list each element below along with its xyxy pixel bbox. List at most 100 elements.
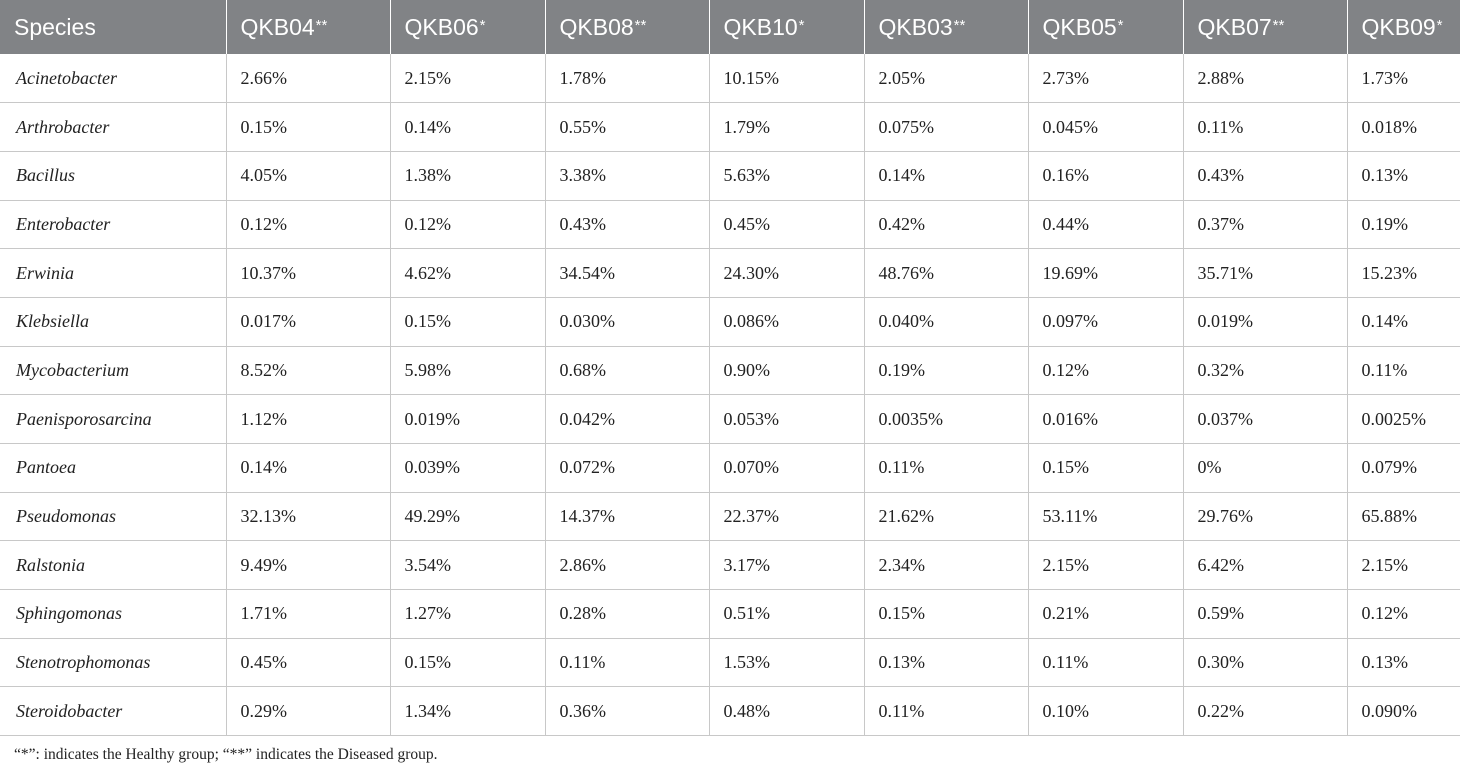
abundance-value-cell: 8.52%	[226, 346, 391, 395]
abundance-value-cell: 0.070%	[709, 443, 865, 493]
table-row: Klebsiella 0.017% 0.15% 0.030% 0.086% 0.040% 0…	[0, 297, 1460, 347]
species-name-cell: Sphingomonas	[0, 589, 227, 639]
column-header-label: QKB08	[559, 13, 634, 40]
abundance-value-cell: 19.69%	[1028, 248, 1184, 298]
abundance-value-cell: 2.15%	[1361, 554, 1409, 575]
table-row: Erwinia 10.37% 4.62% 34.54% 24.30% 48.76% 19.6…	[0, 248, 1460, 298]
abundance-value-cell: 0.090%	[1361, 700, 1418, 721]
species-name-cell: Ralstonia	[0, 540, 227, 590]
abundance-value-cell: 0.079%	[1361, 457, 1418, 478]
abundance-value-cell: 0.42%	[864, 200, 1029, 249]
abundance-value-cell: 0.11%	[864, 686, 1029, 736]
abundance-value-cell: 1.73%	[1361, 67, 1409, 88]
abundance-value-cell: 32.13%	[226, 492, 391, 541]
abundance-value-cell: 21.62%	[864, 492, 1029, 541]
abundance-value-cell: 0.21%	[1028, 589, 1184, 639]
species-name-cell: Stenotrophomonas	[0, 638, 227, 687]
abundance-value-cell: 0.68%	[545, 346, 710, 395]
abundance-value-cell: 0.30%	[1183, 638, 1348, 687]
abundance-value-cell: 0.43%	[545, 200, 710, 249]
column-header-label: QKB05	[1042, 13, 1117, 40]
species-name-cell: Mycobacterium	[0, 346, 227, 395]
abundance-value-cell: 0.10%	[1028, 686, 1184, 736]
abundance-value-cell: 2.34%	[864, 540, 1029, 590]
column-header-label: QKB07	[1197, 13, 1272, 40]
column-header-label: QKB04	[240, 13, 315, 40]
abundance-value-cell: 6.42%	[1183, 540, 1348, 590]
abundance-value-cell: 0.15%	[390, 638, 546, 687]
abundance-value-cell: 0.45%	[226, 638, 391, 687]
abundance-value-cell: 0.13%	[1361, 165, 1409, 186]
abundance-value-cell: 1.12%	[226, 394, 391, 444]
abundance-value-cell: 53.11%	[1028, 492, 1184, 541]
abundance-value-cell: 0.072%	[545, 443, 710, 493]
table-row: Acinetobacter 2.66% 2.15% 1.78% 10.15% 2.05% 2…	[0, 54, 1460, 103]
abundance-value-cell: 0%	[1183, 443, 1348, 493]
column-header-sample: QKB08**	[545, 0, 710, 54]
column-header-label: QKB06	[404, 13, 479, 40]
abundance-value-cell: 0.15%	[864, 589, 1029, 639]
column-header-label: QKB09	[1361, 13, 1436, 40]
abundance-value-cell: 0.51%	[709, 589, 865, 639]
abundance-value-cell: 2.86%	[545, 540, 710, 590]
abundance-value-cell: 3.54%	[390, 540, 546, 590]
group-marker: **	[634, 16, 647, 34]
abundance-value-cell: 0.12%	[390, 200, 546, 249]
column-header-sample: QKB05*	[1028, 0, 1184, 54]
abundance-value-cell: 2.15%	[1028, 540, 1184, 590]
abundance-value-cell: 0.14%	[390, 102, 546, 152]
abundance-value-cell: 0.59%	[1183, 589, 1348, 639]
abundance-value-cell: 0.15%	[1028, 443, 1184, 493]
table-header: Species QKB04** QKB06* QKB08** QKB10* QKB03**…	[0, 0, 1460, 54]
species-name-cell: Enterobacter	[0, 200, 227, 249]
group-marker: *	[1436, 16, 1443, 34]
abundance-value-cell: 0.43%	[1183, 151, 1348, 201]
abundance-value-cell: 0.37%	[1183, 200, 1348, 249]
abundance-value-cell: 0.45%	[709, 200, 865, 249]
abundance-value-cell: 0.019%	[390, 394, 546, 444]
table-row: Mycobacterium 8.52% 5.98% 0.68% 0.90% 0.19% 0.…	[0, 346, 1460, 395]
abundance-value-cell: 0.0035%	[864, 394, 1029, 444]
abundance-value-cell: 15.23%	[1361, 262, 1418, 283]
table-row: Ralstonia 9.49% 3.54% 2.86% 3.17% 2.34% 2.15% 6…	[0, 540, 1460, 590]
table-row: Paenisporosarcina 1.12% 0.019% 0.042% 0.053%…	[0, 394, 1460, 444]
column-header-sample: QKB06*	[390, 0, 546, 54]
group-marker: *	[479, 16, 486, 34]
abundance-value-cell: 0.55%	[545, 102, 710, 152]
abundance-value-cell: 4.62%	[390, 248, 546, 298]
abundance-value-cell: 0.042%	[545, 394, 710, 444]
abundance-value-cell: 1.71%	[226, 589, 391, 639]
abundance-value-cell: 9.49%	[226, 540, 391, 590]
column-header-species: Species	[0, 0, 227, 54]
abundance-value-cell: 0.016%	[1028, 394, 1184, 444]
abundance-value-cell: 0.19%	[864, 346, 1029, 395]
abundance-value-cell: 5.63%	[709, 151, 865, 201]
abundance-value-cell: 0.14%	[226, 443, 391, 493]
abundance-value-cell: 0.045%	[1028, 102, 1184, 152]
abundance-value-cell: 0.019%	[1183, 297, 1348, 347]
abundance-value-cell: 0.053%	[709, 394, 865, 444]
species-name-cell: Klebsiella	[0, 297, 227, 347]
abundance-value-cell: 1.34%	[390, 686, 546, 736]
abundance-value-cell: 0.14%	[864, 151, 1029, 201]
abundance-value-cell: 0.13%	[1361, 652, 1409, 673]
column-header-label: QKB10	[723, 13, 798, 40]
abundance-value-cell: 0.11%	[1183, 102, 1348, 152]
abundance-value-cell: 0.15%	[390, 297, 546, 347]
table-row: Pseudomonas 32.13% 49.29% 14.37% 22.37% 21.62…	[0, 492, 1460, 541]
abundance-value-cell: 0.16%	[1028, 151, 1184, 201]
table-row: Steroidobacter 0.29% 1.34% 0.36% 0.48% 0.11% 0…	[0, 686, 1460, 736]
abundance-value-cell: 1.53%	[709, 638, 865, 687]
abundance-value-cell: 0.11%	[864, 443, 1029, 493]
abundance-value-cell: 0.040%	[864, 297, 1029, 347]
abundance-value-cell: 0.15%	[226, 102, 391, 152]
species-abundance-table: Species QKB04** QKB06* QKB08** QKB10* QKB03**…	[0, 0, 1460, 736]
abundance-value-cell: 0.037%	[1183, 394, 1348, 444]
abundance-value-cell: 0.22%	[1183, 686, 1348, 736]
abundance-value-cell: 0.48%	[709, 686, 865, 736]
abundance-value-cell: 3.38%	[545, 151, 710, 201]
abundance-value-cell: 1.38%	[390, 151, 546, 201]
species-name-cell: Erwinia	[0, 248, 227, 298]
abundance-value-cell: 22.37%	[709, 492, 865, 541]
species-name-cell: Steroidobacter	[0, 686, 227, 736]
